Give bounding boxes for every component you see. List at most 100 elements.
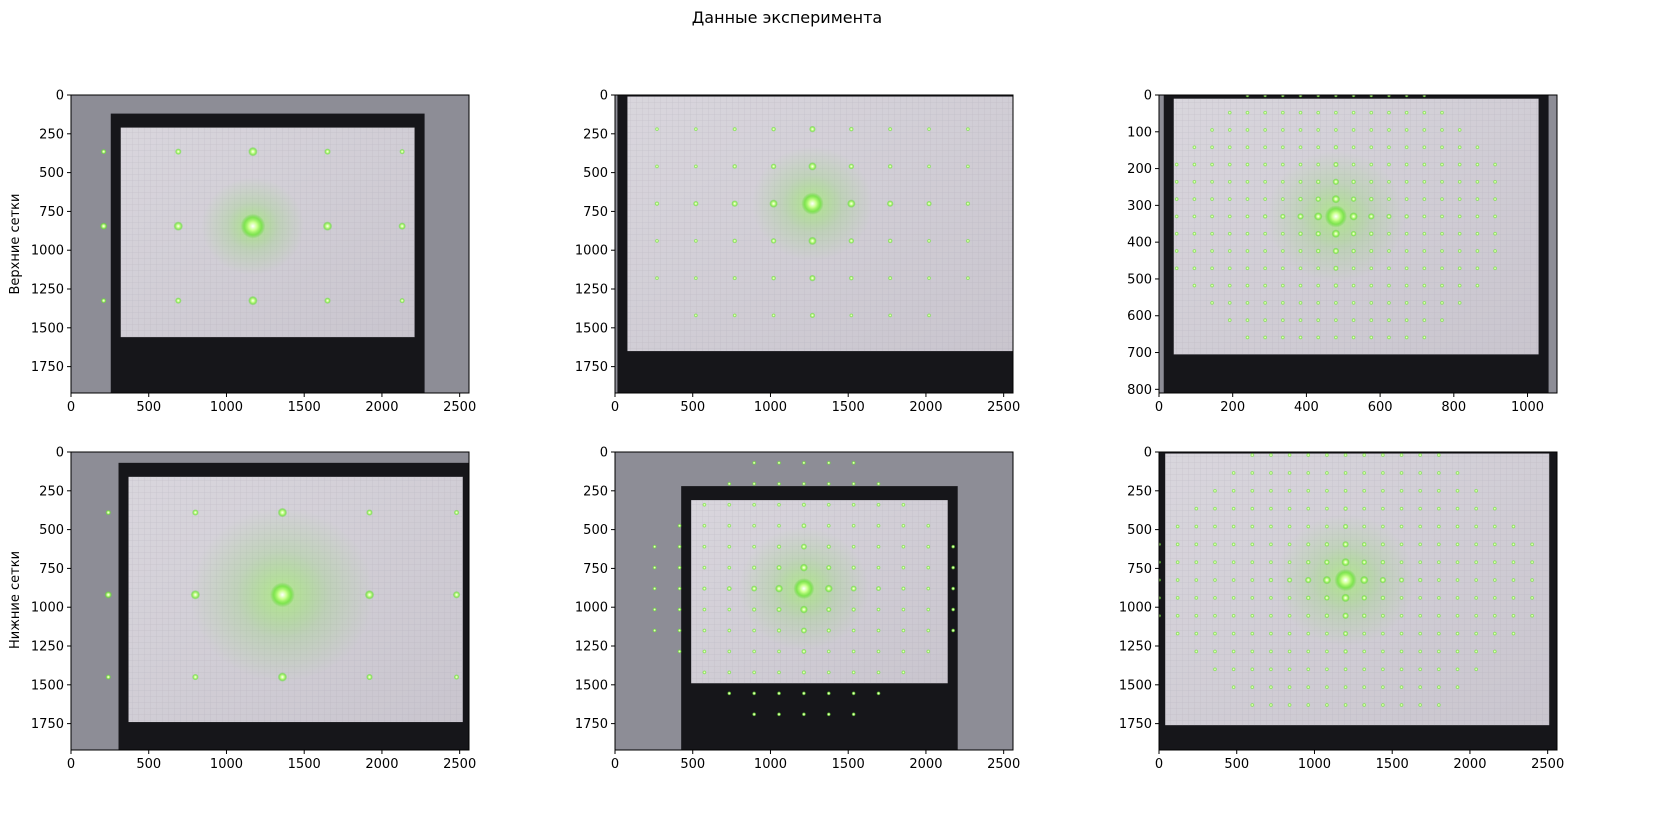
diffraction-spot: [1418, 542, 1423, 547]
diffraction-spot: [1455, 524, 1460, 529]
diffraction-spot: [1333, 127, 1339, 133]
diffraction-spot: [1475, 214, 1480, 219]
diffraction-spot: [1212, 577, 1218, 583]
diffraction-spot: [732, 163, 738, 169]
diffraction-spot: [1268, 542, 1274, 547]
diffraction-spot: [926, 164, 932, 169]
diffraction-spot: [1250, 649, 1255, 654]
diffraction-spot: [1404, 248, 1409, 254]
diffraction-spot: [776, 670, 782, 675]
diffraction-spot: [1194, 631, 1199, 636]
diffraction-spot: [1436, 488, 1441, 493]
diffraction-spot: [1245, 110, 1250, 115]
diffraction-spot: [1250, 453, 1255, 458]
diffraction-spot: [1404, 179, 1409, 184]
diffraction-spot: [1279, 213, 1286, 220]
diffraction-spot: [1333, 95, 1338, 98]
diffraction-spot: [1306, 702, 1311, 708]
diffraction-spot: [1343, 702, 1348, 708]
diffraction-spot: [1342, 630, 1349, 637]
diffraction-spot: [1369, 145, 1374, 150]
diffraction-spot: [1457, 179, 1462, 184]
diffraction-spot: [1227, 300, 1232, 305]
x-tick-label: 1500: [288, 400, 321, 415]
diffraction-spot: [1362, 667, 1367, 672]
diffraction-spot: [776, 712, 782, 717]
diffraction-spot: [1209, 231, 1215, 236]
x-tick-label: 2500: [443, 757, 476, 772]
diffraction-spot: [887, 163, 893, 169]
diffraction-spot: [1436, 470, 1441, 476]
diffraction-spot: [732, 275, 737, 281]
diffraction-spot: [1455, 470, 1460, 476]
diffraction-spot: [270, 582, 295, 608]
diffraction-spot: [965, 127, 971, 132]
diffraction-spot: [1418, 595, 1423, 600]
diffraction-spot: [851, 712, 856, 717]
diffraction-spot: [1455, 685, 1460, 690]
diffraction-spot: [876, 628, 881, 633]
diffraction-spot: [1418, 667, 1423, 672]
diffraction-spot: [793, 578, 815, 600]
diffraction-spot: [1475, 145, 1480, 150]
diffraction-spot: [1174, 214, 1179, 219]
diffraction-spot: [1231, 631, 1236, 636]
y-tick-label: 250: [39, 127, 64, 142]
diffraction-spot: [1439, 248, 1445, 254]
diffraction-spot: [1306, 542, 1311, 547]
diffraction-spot: [248, 146, 258, 157]
diffraction-spot: [248, 295, 258, 306]
diffraction-spot: [1511, 577, 1516, 583]
diffraction-spot: [364, 590, 375, 600]
diffraction-spot: [702, 502, 707, 507]
diffraction-spot: [1227, 248, 1232, 254]
diffraction-spot: [1492, 162, 1498, 167]
diffraction-spot: [1474, 631, 1479, 636]
x-tick-label: 800: [1441, 400, 1466, 415]
diffraction-spot: [322, 221, 333, 231]
diffraction-spot: [366, 509, 373, 516]
diffraction-spot: [727, 544, 732, 549]
diffraction-spot: [1436, 524, 1441, 529]
diffraction-spot: [770, 163, 777, 170]
diffraction-spot: [1192, 248, 1197, 254]
diffraction-spot: [888, 313, 893, 318]
diffraction-spot: [1418, 560, 1423, 565]
diffraction-spot: [801, 691, 806, 696]
diffraction-spot: [1351, 110, 1356, 115]
diffraction-spot: [1343, 667, 1348, 672]
diffraction-spot: [277, 507, 288, 518]
diffraction-spot: [732, 126, 737, 132]
diffraction-spot: [1359, 575, 1369, 585]
x-tick-label: 500: [680, 757, 705, 772]
y-tick-label: 800: [1127, 383, 1152, 398]
diffraction-spot: [1436, 577, 1441, 583]
diffraction-spot: [1530, 595, 1535, 600]
diffraction-spot: [324, 148, 331, 155]
diffraction-spot: [1194, 613, 1199, 618]
axes-frame: [1158, 94, 1558, 394]
diffraction-spot: [693, 238, 698, 244]
diffraction-spot: [886, 200, 894, 208]
diffraction-spot: [398, 222, 406, 230]
diffraction-spot: [1474, 595, 1479, 600]
diffraction-spot: [1316, 110, 1321, 115]
diffraction-spot: [1492, 266, 1498, 271]
diffraction-spot: [727, 481, 732, 486]
diffraction-spot: [1227, 162, 1232, 167]
diffraction-spot: [174, 148, 182, 155]
diffraction-spot: [324, 297, 331, 304]
diffraction-spot: [1268, 560, 1274, 565]
diffraction-spot: [801, 523, 807, 529]
y-tick-label: 750: [583, 562, 608, 577]
diffraction-spot: [1399, 524, 1404, 529]
diffraction-spot: [771, 313, 776, 318]
y-tick-label: 600: [1127, 309, 1152, 324]
diffraction-spot: [901, 607, 906, 612]
diffraction-spot: [1436, 702, 1441, 708]
diffraction-spot: [726, 585, 732, 592]
y-tick-label: 750: [1127, 562, 1152, 577]
diffraction-spot: [848, 237, 855, 244]
diffraction-spot: [105, 674, 112, 680]
